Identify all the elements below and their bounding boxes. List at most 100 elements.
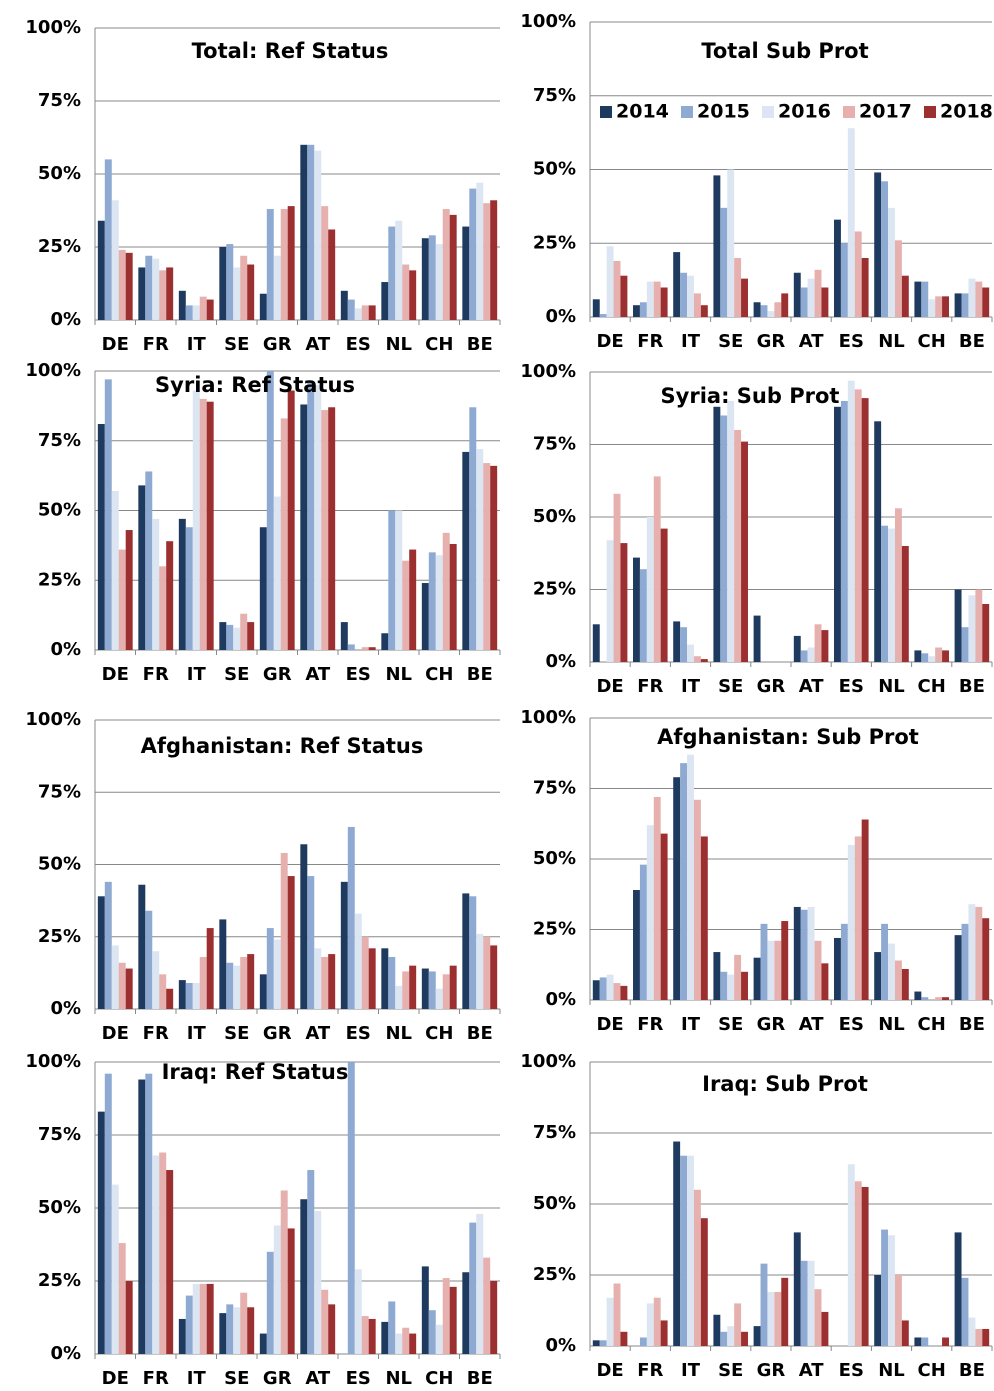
y-tick-label: 25%	[38, 236, 81, 257]
bar	[901, 546, 909, 662]
bar	[914, 1337, 922, 1346]
y-tick-label: 75%	[533, 434, 576, 455]
y-tick-label: 50%	[533, 848, 576, 869]
y-tick-label: 0%	[50, 1343, 81, 1364]
bar	[421, 583, 429, 650]
x-tick-label: ES	[346, 1023, 371, 1044]
bar	[720, 415, 728, 662]
bar	[219, 919, 227, 1009]
bar	[435, 988, 443, 1009]
x-tick-label: DE	[102, 334, 129, 355]
chart-title: Afghanistan: Sub Prot	[657, 725, 919, 749]
bar	[280, 418, 288, 650]
bar	[361, 647, 369, 650]
bar	[226, 624, 234, 650]
bar	[874, 421, 882, 662]
y-tick-label: 100%	[25, 1051, 81, 1072]
y-tick-label: 50%	[533, 159, 576, 180]
chart-title: Syria: Sub Prot	[661, 384, 840, 408]
bar	[347, 826, 355, 1009]
bar	[928, 299, 936, 317]
bar	[753, 1326, 761, 1346]
bar	[166, 541, 174, 650]
bar	[620, 1331, 628, 1346]
bar	[138, 1079, 146, 1354]
y-tick-label: 100%	[520, 1051, 576, 1072]
bar	[247, 954, 255, 1009]
bar	[368, 647, 376, 650]
x-tick-label: BE	[959, 1014, 985, 1035]
bar	[435, 1324, 443, 1354]
bar	[606, 246, 614, 317]
bar	[421, 238, 429, 320]
bar	[646, 517, 654, 662]
x-tick-label: GR	[263, 334, 292, 355]
x-tick-label: FR	[637, 1014, 663, 1035]
bar	[395, 510, 403, 650]
bar	[881, 181, 889, 317]
bar	[442, 209, 450, 320]
bar	[395, 1333, 403, 1354]
bar	[673, 621, 681, 662]
bar	[760, 923, 768, 1000]
x-tick-label: CH	[918, 1360, 946, 1381]
bar	[894, 240, 902, 317]
bar	[178, 518, 186, 650]
bar	[613, 1283, 621, 1346]
bar	[247, 1307, 255, 1354]
x-tick-label: DE	[596, 331, 623, 352]
bar	[192, 305, 200, 320]
y-tick-label: 75%	[38, 781, 81, 802]
bar	[774, 940, 782, 1000]
bar	[606, 540, 614, 662]
x-tick-label: AT	[799, 1360, 825, 1381]
bar	[192, 390, 200, 650]
bar	[720, 1331, 728, 1346]
bar	[874, 1275, 882, 1346]
x-tick-label: CH	[918, 1014, 946, 1035]
bar	[700, 1218, 708, 1346]
bar	[381, 1321, 389, 1354]
bar	[328, 407, 336, 650]
bar	[793, 272, 801, 317]
y-tick-label: 0%	[545, 989, 576, 1010]
y-tick-label: 25%	[533, 1264, 576, 1285]
bar	[219, 1313, 227, 1354]
bar	[328, 229, 336, 320]
bar	[409, 270, 417, 320]
bar	[240, 1292, 248, 1354]
x-tick-label: BE	[959, 1360, 985, 1381]
bar	[921, 653, 929, 662]
y-tick-label: 0%	[545, 1335, 576, 1356]
bar	[159, 974, 167, 1009]
y-tick-label: 75%	[533, 778, 576, 799]
bar	[821, 963, 829, 1000]
bar	[935, 296, 943, 317]
x-tick-label: DE	[596, 1360, 623, 1381]
x-tick-label: BE	[467, 1023, 493, 1044]
bar	[381, 282, 389, 320]
bar	[104, 881, 112, 1009]
bar	[961, 293, 969, 317]
bar	[975, 1328, 983, 1346]
bar	[300, 1199, 308, 1354]
x-tick-label: BE	[959, 676, 985, 697]
bar	[152, 258, 160, 320]
bar	[340, 881, 348, 1009]
bar	[693, 1189, 701, 1346]
x-tick-label: ES	[346, 664, 371, 685]
bar	[606, 974, 614, 1000]
bar	[483, 203, 491, 320]
bar	[199, 956, 207, 1009]
bar	[620, 543, 628, 662]
bar	[727, 974, 735, 1000]
bar	[192, 982, 200, 1009]
bar	[476, 1213, 484, 1354]
bar	[185, 527, 193, 650]
bar	[240, 956, 248, 1009]
bar	[125, 252, 133, 320]
x-tick-label: GR	[263, 1023, 292, 1044]
bar	[273, 1225, 281, 1354]
bar	[774, 1292, 782, 1346]
bar	[975, 589, 983, 662]
